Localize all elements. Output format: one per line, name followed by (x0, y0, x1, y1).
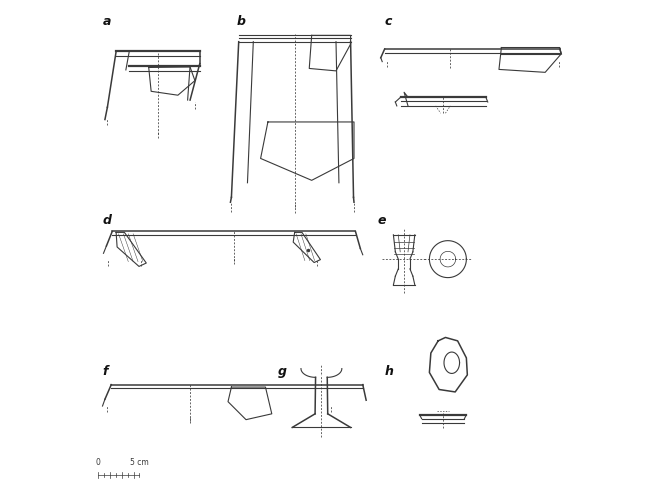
Text: 0: 0 (95, 458, 100, 467)
Text: e: e (378, 215, 386, 227)
Text: 5 cm: 5 cm (130, 458, 149, 467)
Text: b: b (237, 15, 245, 28)
Text: h: h (384, 365, 394, 378)
Text: g: g (278, 365, 287, 378)
Text: d: d (103, 215, 112, 227)
Text: a: a (103, 15, 111, 28)
Text: f: f (103, 365, 108, 378)
Text: c: c (384, 15, 392, 28)
